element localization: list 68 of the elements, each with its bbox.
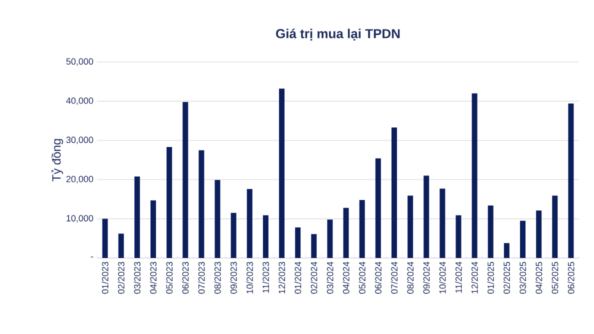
chart-title: Giá trị mua lại TPDN <box>276 28 400 40</box>
x-tick-label: 01/2025 <box>487 262 494 294</box>
x-tick-label: 05/2023 <box>166 262 173 294</box>
x-tick-label: 04/2023 <box>150 262 157 294</box>
bar <box>504 243 510 258</box>
y-tick-label: 50,000 <box>66 58 94 66</box>
x-tick-label: 03/2024 <box>326 262 334 294</box>
x-tick-label: 12/2024 <box>471 262 478 294</box>
bar <box>536 210 542 258</box>
bar <box>214 180 220 258</box>
bar <box>311 234 317 258</box>
bar <box>182 102 188 258</box>
x-tick-label: 03/2023 <box>134 262 140 294</box>
bar <box>102 218 108 258</box>
bar <box>488 205 494 258</box>
bar <box>343 208 349 258</box>
bar <box>391 127 397 258</box>
bar <box>375 158 381 258</box>
x-tick-label: 05/2025 <box>552 262 558 294</box>
bar <box>440 188 446 258</box>
y-tick-label: - <box>90 256 94 258</box>
x-tick-label: 04/2024 <box>342 262 350 294</box>
x-tick-label: 01/2023 <box>102 262 108 294</box>
bar <box>552 196 558 258</box>
x-tick-label: 07/2024 <box>390 262 398 294</box>
bar <box>520 220 526 258</box>
bar <box>279 88 285 258</box>
x-tick-label: 05/2024 <box>358 262 366 294</box>
bar <box>166 147 172 258</box>
x-tick-label: 11/2023 <box>262 262 270 293</box>
bar <box>246 189 252 258</box>
x-tick-label: 04/2025 <box>536 262 542 294</box>
bar <box>198 150 204 258</box>
x-tick-label: 03/2025 <box>519 262 526 294</box>
x-tick-label: 10/2024 <box>439 262 446 294</box>
x-tick-label: 02/2023 <box>118 262 124 294</box>
x-tick-label: 06/2024 <box>374 262 382 294</box>
bar <box>327 220 333 258</box>
x-tick-label: 11/2024 <box>455 262 462 293</box>
bar <box>150 200 156 258</box>
bar <box>408 196 414 258</box>
x-tick-label: 08/2024 <box>406 262 414 294</box>
bar <box>295 227 301 258</box>
bar <box>472 93 478 258</box>
bar <box>262 215 268 258</box>
x-tick-label: 12/2023 <box>278 262 286 294</box>
x-tick-label: 08/2023 <box>214 262 221 294</box>
x-tick-label: 09/2024 <box>423 262 430 294</box>
y-axis-title: Tỷ đồng <box>51 139 64 182</box>
x-tick-label: 07/2023 <box>198 262 205 294</box>
bar <box>118 234 124 258</box>
x-tick-label: 06/2025 <box>568 262 574 294</box>
y-tick-label: 10,000 <box>66 215 94 222</box>
bar <box>424 176 430 258</box>
y-tick-label: 30,000 <box>66 136 94 144</box>
bar <box>359 200 365 258</box>
bar <box>568 104 574 258</box>
x-tick-label: 02/2025 <box>503 262 510 294</box>
x-tick-label: 09/2023 <box>230 262 237 294</box>
x-tick-label: 02/2024 <box>310 262 318 294</box>
bar <box>134 176 140 258</box>
x-tick-label: 06/2023 <box>182 262 189 294</box>
y-tick-label: 40,000 <box>66 97 94 105</box>
x-tick-label: 10/2023 <box>246 262 253 294</box>
bar <box>230 212 236 258</box>
x-tick-label: 01/2024 <box>294 262 302 294</box>
y-tick-label: 20,000 <box>66 176 94 184</box>
bar <box>456 215 462 258</box>
